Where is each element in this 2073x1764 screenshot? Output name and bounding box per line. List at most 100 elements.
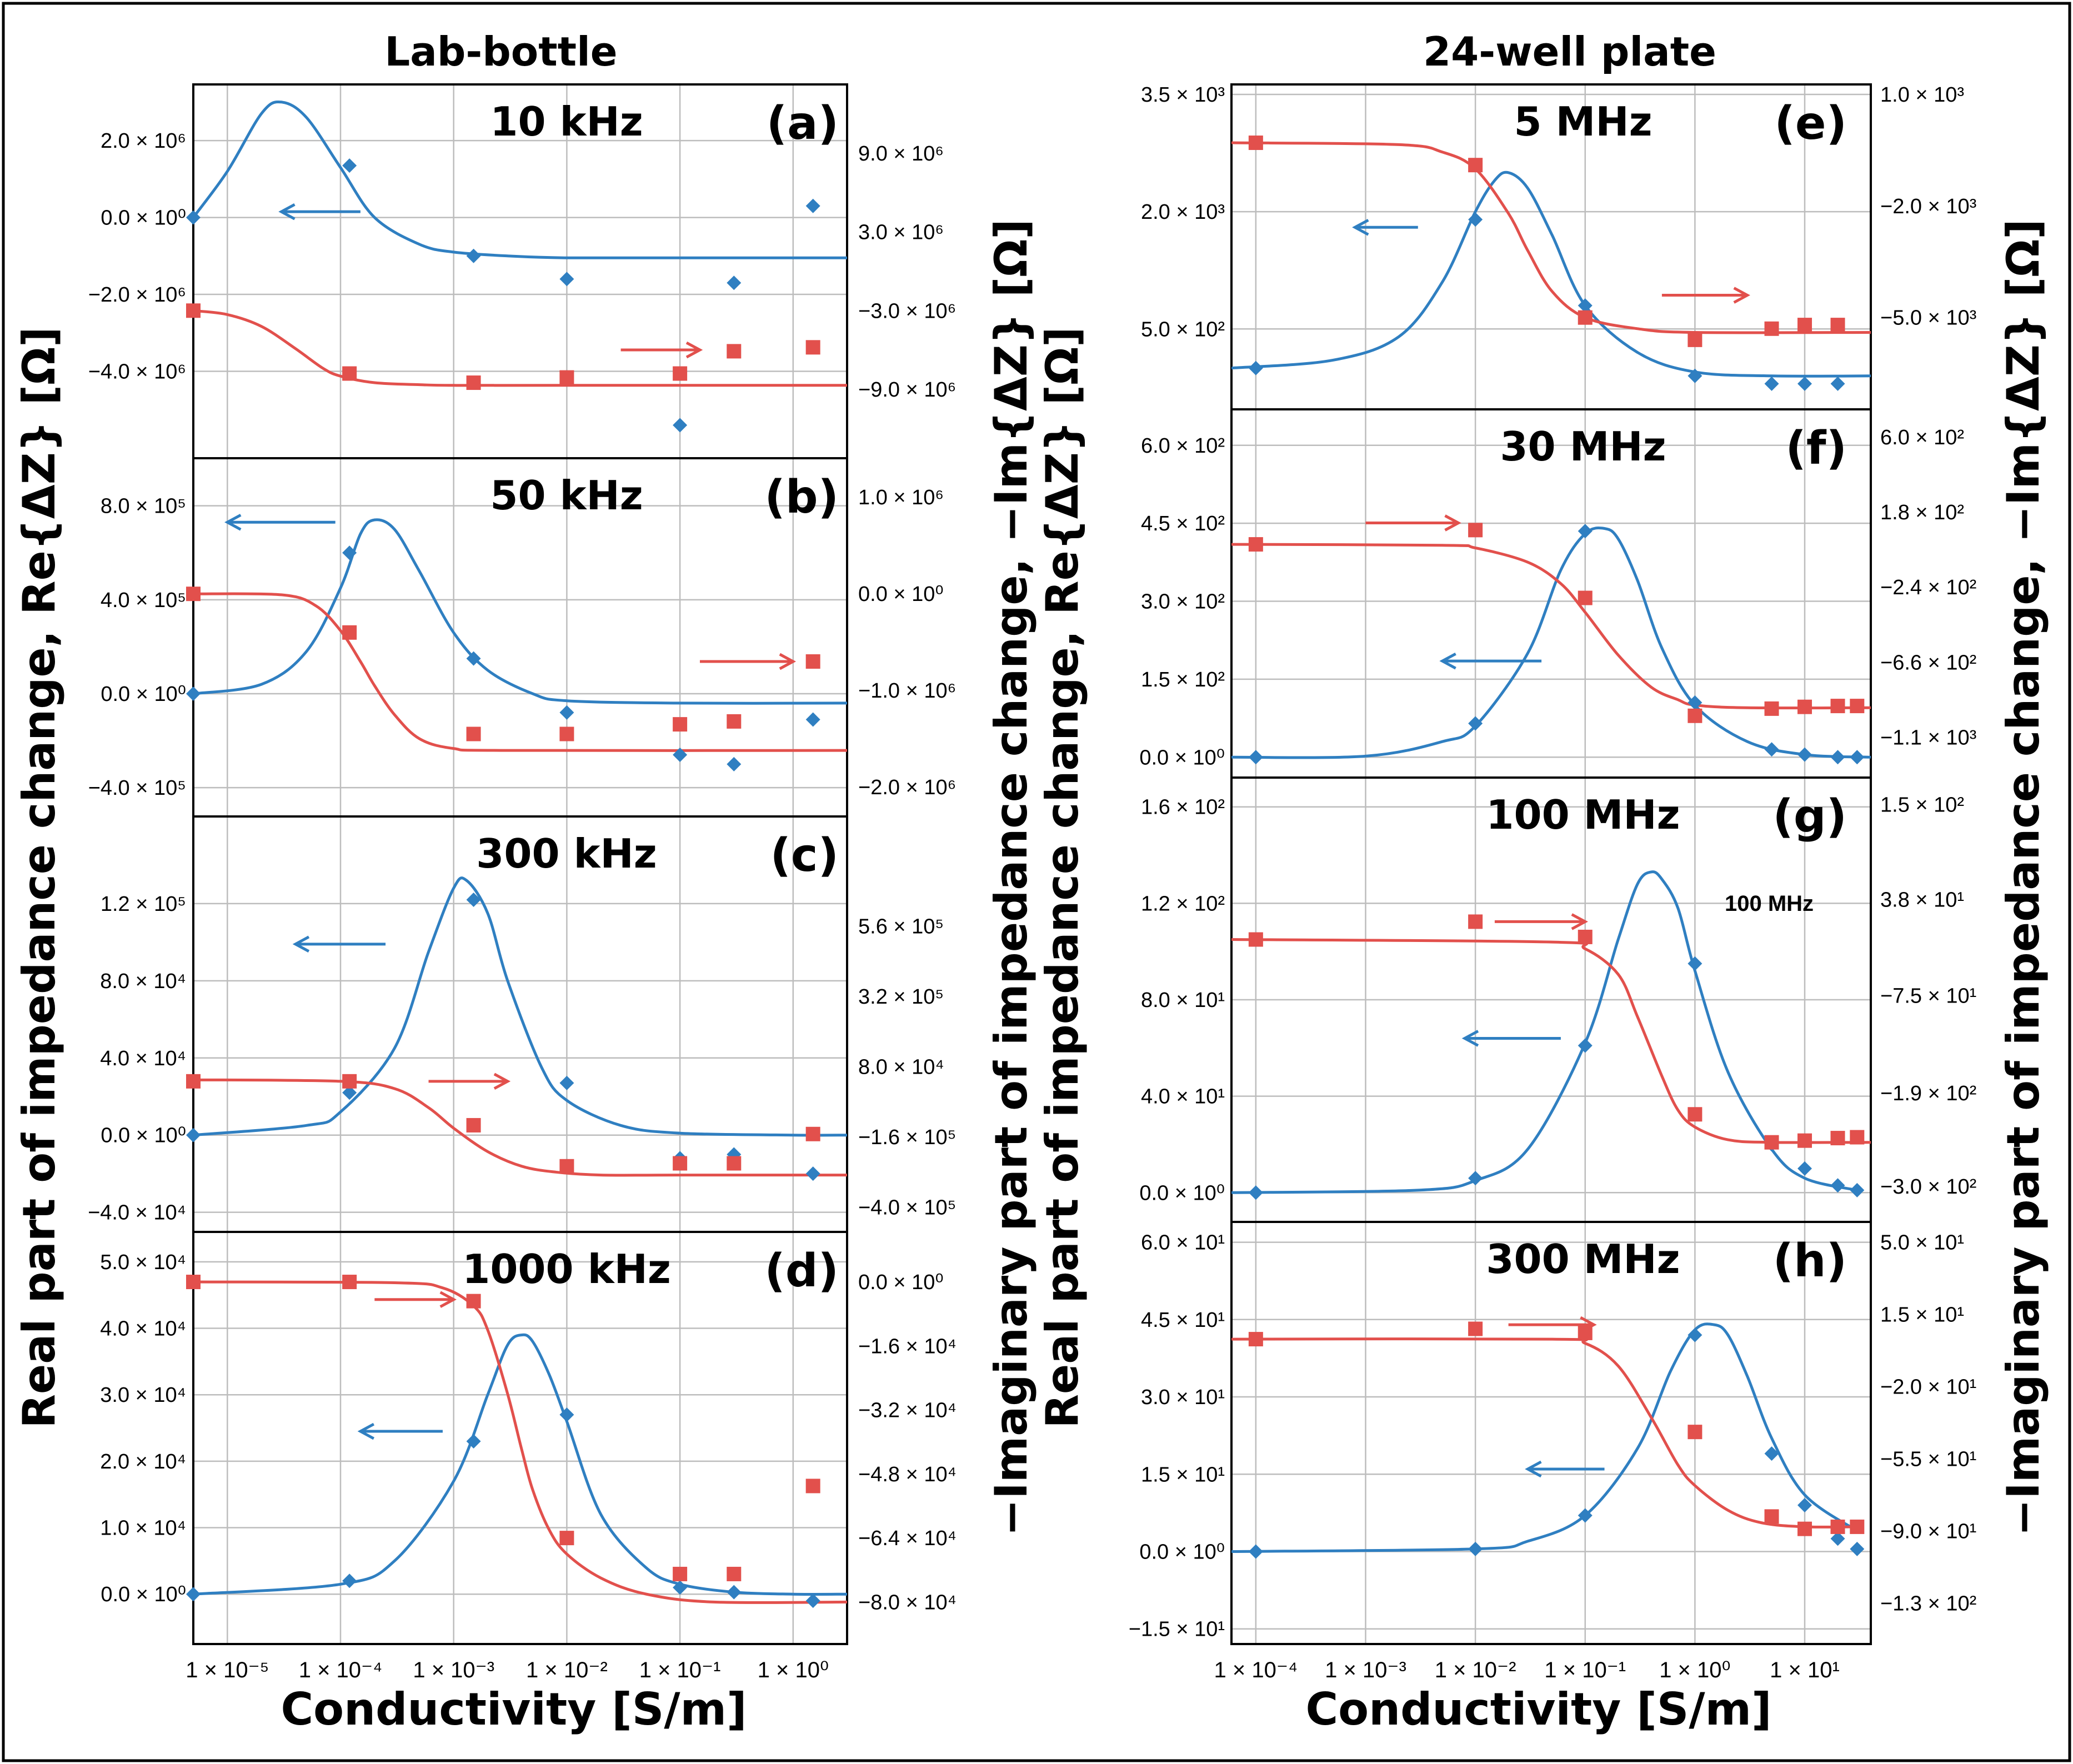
real-data-point <box>1830 750 1845 765</box>
frequency-label: 50 kHz <box>490 472 643 519</box>
imag-data-point <box>673 366 688 381</box>
y-tick-label: 4.5 × 10² <box>1141 512 1225 535</box>
real-data-point <box>342 545 357 560</box>
real-data-point <box>805 1166 820 1181</box>
real-data-point <box>1578 1508 1593 1523</box>
imag-fit-curve <box>193 309 847 387</box>
y-tick-label: 3.0 × 10¹ <box>1141 1386 1225 1409</box>
real-data-point <box>1797 747 1812 762</box>
real-data-point <box>727 756 742 771</box>
y2-tick-label: 1.5 × 10² <box>1880 794 1964 817</box>
real-data-point <box>1797 1161 1812 1176</box>
panels: 2.0 × 10⁶ 0.0 × 10⁰ −2.0 × 10⁶ −4.0 × 10⁶ 9.… <box>88 83 1976 1645</box>
imag-data-point <box>1578 590 1593 605</box>
imag-fit-curve <box>1231 1337 1857 1529</box>
real-data-point <box>559 1407 574 1422</box>
imag-data-point <box>186 587 201 602</box>
real-data-point <box>466 1434 481 1449</box>
imag-data-point <box>1688 1425 1703 1440</box>
imag-data-point <box>1248 932 1263 947</box>
y-tick-label: 2.0 × 10⁶ <box>101 129 186 153</box>
panel-letter: (e) <box>1774 97 1847 150</box>
arrow-head <box>357 1422 375 1440</box>
imag-data-point <box>1764 1509 1779 1524</box>
x-tick-label: 1 × 10⁻⁵ <box>186 1658 269 1682</box>
y-tick-label: 3.5 × 10³ <box>1141 83 1225 107</box>
real-data-point <box>1578 298 1593 313</box>
x-tick-label: 1 × 10⁻⁴ <box>299 1658 383 1682</box>
real-data-point <box>559 1075 574 1090</box>
y2-tick-label: −2.0 × 10¹ <box>1880 1375 1976 1399</box>
imag-data-point <box>466 1294 481 1309</box>
y2-tick-label: −3.2 × 10⁴ <box>858 1399 957 1422</box>
y-tick-label: −4.0 × 10⁵ <box>88 776 186 800</box>
y2-tick-label: −1.1 × 10³ <box>1880 726 1976 749</box>
real-data-point <box>1248 360 1263 375</box>
real-data-point <box>1688 368 1703 383</box>
real-data-point <box>1850 750 1865 765</box>
y2-tick-label: −7.5 × 10¹ <box>1880 984 1976 1008</box>
panel-border <box>1230 1221 1872 1645</box>
left-column-title: Lab-bottle <box>384 28 617 75</box>
plot-area <box>1231 527 1871 759</box>
imag-fit-curve <box>193 1280 847 1604</box>
real-data-point <box>673 418 688 433</box>
real-data-point <box>1688 956 1703 971</box>
real-fit-curve <box>1231 527 1871 759</box>
y2-tick-label: −4.8 × 10⁴ <box>858 1463 957 1486</box>
y-tick-label: 0.0 × 10⁰ <box>101 1124 186 1147</box>
y-tick-label: −4.0 × 10⁴ <box>88 1201 186 1225</box>
real-data-point <box>1764 742 1779 757</box>
y2-tick-label: −5.0 × 10³ <box>1880 307 1976 330</box>
frequency-label: 300 MHz <box>1486 1236 1680 1282</box>
imag-data-point <box>805 654 820 669</box>
y-tick-label: 1.5 × 10² <box>1141 668 1225 691</box>
y2-tick-label: 9.0 × 10⁶ <box>858 142 944 166</box>
x-tick-label: 1 × 10⁻¹ <box>639 1658 721 1682</box>
real-data-point <box>673 1580 688 1595</box>
imag-data-point <box>186 1074 201 1089</box>
panel-h: 6.0 × 10¹ 4.5 × 10¹ 3.0 × 10¹ 1.5 × 10¹ 0.0 … <box>1129 1221 1976 1645</box>
plot-area <box>1231 870 1871 1194</box>
y2-tick-label: 1.0 × 10⁶ <box>858 486 944 509</box>
x-tick-label: 1 × 10⁻² <box>526 1658 608 1682</box>
panel-g: 1.6 × 10² 1.2 × 10² 8.0 × 10¹ 4.0 × 10¹ 0.0 … <box>1139 776 1976 1223</box>
imag-data-point <box>466 1117 481 1132</box>
real-data-point <box>1797 376 1812 391</box>
y-tick-label: 8.0 × 10⁵ <box>101 495 186 518</box>
y-tick-label: −1.5 × 10¹ <box>1129 1618 1225 1641</box>
arrow-head <box>1525 1460 1542 1478</box>
y2-tick-label: −3.0 × 10⁶ <box>858 299 956 323</box>
real-data-point <box>1468 716 1483 731</box>
imag-data-point <box>1468 523 1483 538</box>
real-data-point <box>1248 1185 1263 1200</box>
real-data-point <box>1764 1446 1779 1461</box>
y2-tick-label: −3.0 × 10² <box>1880 1175 1976 1199</box>
real-data-point <box>805 198 820 213</box>
real-data-point <box>466 248 481 263</box>
y2-tick-label: −1.6 × 10⁴ <box>858 1335 957 1358</box>
imag-data-point <box>805 340 820 355</box>
arrow-head <box>1444 514 1461 532</box>
imag-data-point <box>1764 701 1779 716</box>
panel-letter: (f) <box>1785 422 1847 475</box>
y2-tick-label: −6.4 × 10⁴ <box>858 1527 957 1550</box>
imag-data-point <box>727 714 742 729</box>
real-data-point <box>1830 376 1845 391</box>
real-data-point <box>805 712 820 727</box>
imag-data-point <box>342 1074 357 1089</box>
frequency-label: 1000 kHz <box>462 1246 671 1292</box>
imag-data-point <box>1764 1135 1779 1150</box>
real-data-point <box>342 1085 357 1100</box>
arrow-head <box>685 341 703 359</box>
plot-area <box>1231 141 1871 378</box>
real-data-point <box>466 651 481 666</box>
y2-tick-label: −5.5 × 10¹ <box>1880 1447 1976 1471</box>
frequency-label: 30 MHz <box>1500 423 1666 470</box>
real-data-point <box>727 275 742 290</box>
y-tick-label: 5.0 × 10² <box>1141 318 1225 341</box>
y2-tick-label: −2.0 × 10⁶ <box>858 776 956 799</box>
y2-tick-label: 1.8 × 10² <box>1880 501 1964 524</box>
y-tick-label: 1.2 × 10⁵ <box>101 893 186 916</box>
real-fit-curve <box>193 518 847 705</box>
